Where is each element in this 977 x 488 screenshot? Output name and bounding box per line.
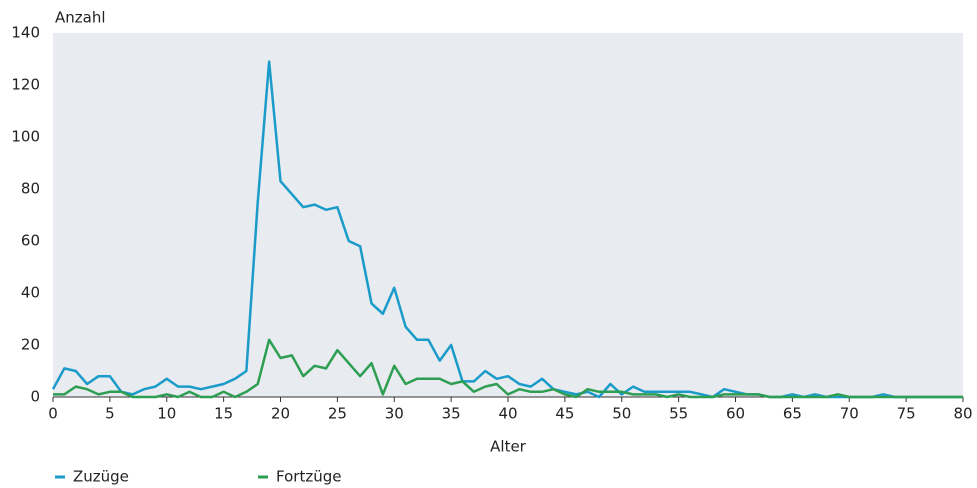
x-tick-label: 60 <box>726 405 745 423</box>
line <box>51 60 963 399</box>
x-tick-label: 10 <box>157 405 176 423</box>
x-tick-label: 45 <box>555 405 574 423</box>
y-axis-label: Anzahl <box>55 9 106 27</box>
legend-label: Fortzüge <box>276 468 341 486</box>
x-tick-label: 40 <box>498 405 517 423</box>
y-tick-label: 100 <box>11 128 40 146</box>
y-tick-label: 0 <box>30 388 40 406</box>
x-tick-label: 70 <box>840 405 859 423</box>
x-tick-label: 25 <box>328 405 347 423</box>
line <box>53 338 963 399</box>
y-tick-label: 20 <box>21 336 40 354</box>
y-tick-label: 120 <box>11 76 40 94</box>
x-tick-label: 20 <box>271 405 290 423</box>
plot-background <box>53 33 963 397</box>
y-tick-label: 80 <box>21 180 40 198</box>
x-axis-label: Alter <box>490 438 527 456</box>
x-tick-label: 55 <box>669 405 688 423</box>
legend-label: Zuzüge <box>73 468 129 486</box>
x-tick-label: 30 <box>385 405 404 423</box>
x-tick-label: 15 <box>214 405 233 423</box>
x-tick-label: 80 <box>953 405 972 423</box>
x-tick-label: 0 <box>48 405 58 423</box>
y-tick-label: 140 <box>11 24 40 42</box>
y-tick-label: 40 <box>21 284 40 302</box>
x-tick-label: 65 <box>783 405 802 423</box>
x-tick-label: 50 <box>612 405 631 423</box>
x-tick-label: 5 <box>105 405 115 423</box>
x-tick-label: 35 <box>442 405 461 423</box>
y-tick-label: 60 <box>21 232 40 250</box>
x-tick-label: 75 <box>897 405 916 423</box>
